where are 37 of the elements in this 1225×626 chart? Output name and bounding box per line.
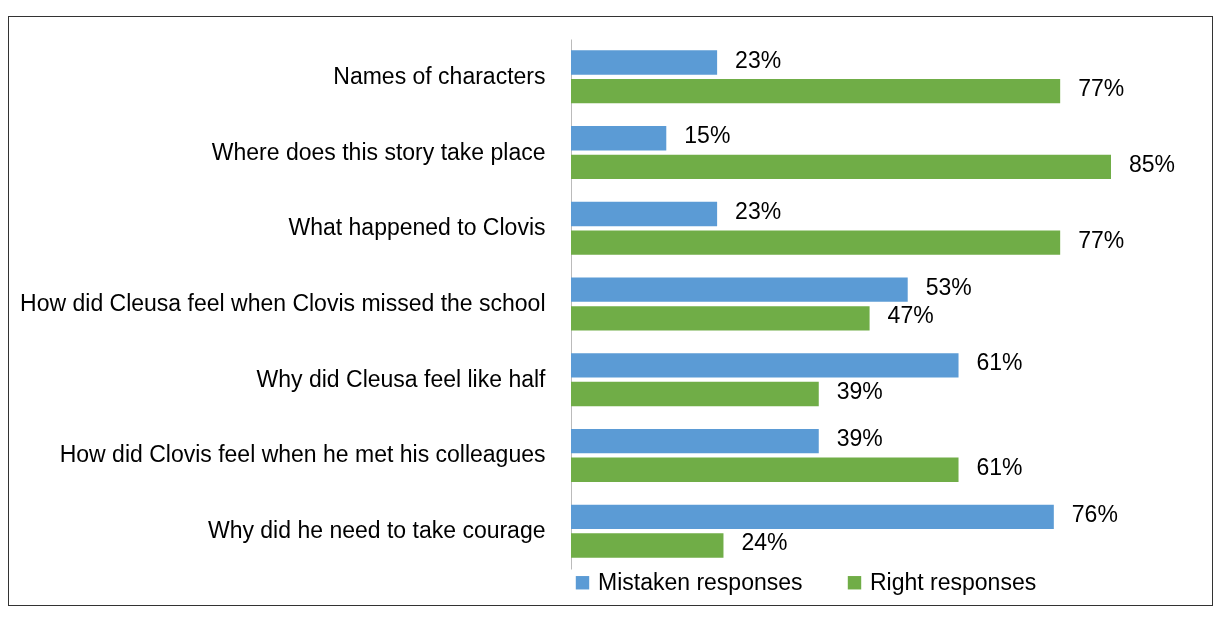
- bar: [571, 50, 718, 75]
- data-label: 39%: [836, 378, 883, 405]
- bar: [571, 381, 819, 407]
- bar: [571, 504, 1054, 529]
- bar: [571, 154, 1111, 180]
- bar: [571, 353, 959, 378]
- y-tick-label: Where does this story take place: [211, 138, 546, 165]
- data-label: 77%: [1078, 226, 1125, 253]
- data-label: 23%: [735, 46, 782, 73]
- data-label: 61%: [976, 453, 1023, 480]
- bar: [571, 277, 908, 302]
- y-tick-label: Names of characters: [333, 62, 546, 89]
- bar: [571, 79, 1061, 104]
- bar: [571, 428, 819, 454]
- data-label: 24%: [741, 529, 788, 556]
- data-label: 61%: [976, 349, 1023, 376]
- data-label: 76%: [1071, 500, 1118, 527]
- bar: [571, 457, 959, 482]
- data-label: 23%: [735, 197, 782, 224]
- bar: [571, 533, 724, 558]
- data-label: 39%: [836, 425, 883, 452]
- y-tick-label: How did Clovis feel when he met his colleagues: [59, 441, 546, 468]
- data-label: 47%: [887, 302, 934, 329]
- y-tick-label: Why did he need to take courage: [207, 517, 546, 544]
- y-tick-label: What happened to Clovis: [288, 214, 546, 241]
- bar: [571, 306, 870, 331]
- bar: [571, 230, 1061, 255]
- legend-label: Right responses: [870, 568, 1037, 595]
- data-label: 53%: [925, 273, 972, 300]
- legend-label: Mistaken responses: [598, 568, 803, 595]
- bar: [571, 126, 667, 151]
- data-label: 15%: [684, 122, 731, 149]
- data-label: 77%: [1078, 75, 1125, 102]
- y-tick-label: How did Cleusa feel when Clovis missed the school: [20, 290, 546, 316]
- data-label: 85%: [1129, 150, 1176, 177]
- y-tick-label: Why did Cleusa feel like half: [256, 365, 547, 392]
- bar: [571, 201, 718, 227]
